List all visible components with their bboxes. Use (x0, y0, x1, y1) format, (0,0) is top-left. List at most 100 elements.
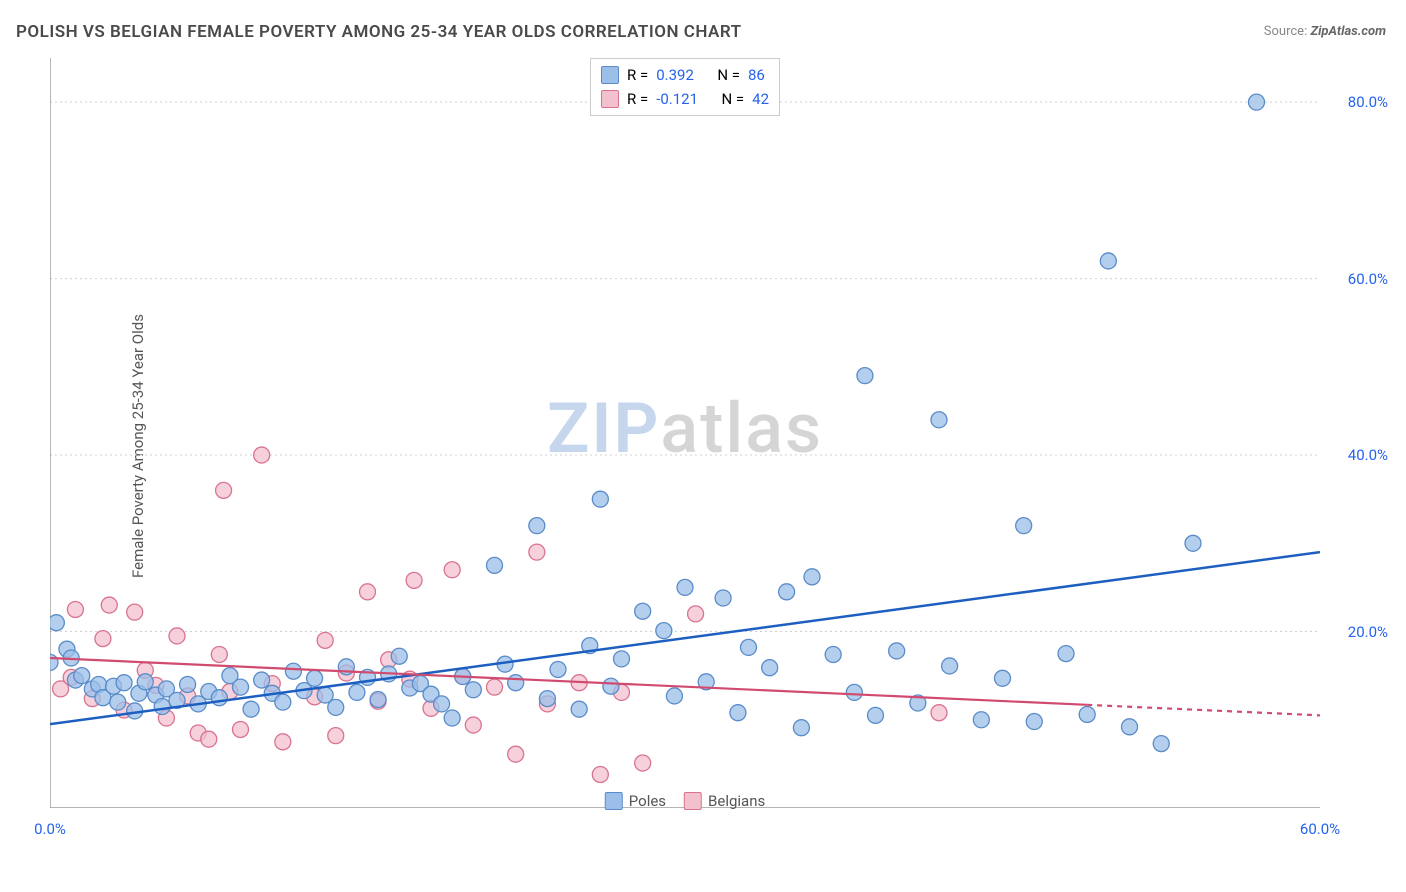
point-belgians (101, 597, 117, 613)
stats-legend: R = 0.392 N = 86 R = -0.121 N = 42 (590, 58, 780, 116)
point-poles (1079, 706, 1095, 722)
point-poles (995, 670, 1011, 686)
trendline-poles (50, 552, 1320, 724)
point-poles (762, 660, 778, 676)
xtick-60: 60.0% (1300, 820, 1340, 838)
ytick-20: 20.0% (1348, 623, 1388, 641)
point-belgians (508, 746, 524, 762)
point-belgians (592, 766, 608, 782)
point-poles (857, 368, 873, 384)
trendline-belgians-extrap (1087, 705, 1320, 716)
point-belgians (211, 646, 227, 662)
point-belgians (931, 705, 947, 721)
point-belgians (487, 679, 503, 695)
legend-label-belgians: Belgians (708, 792, 765, 810)
point-belgians (444, 562, 460, 578)
swatch-poles (601, 66, 619, 84)
xtick-0: 0.0% (34, 820, 66, 838)
point-belgians (216, 482, 232, 498)
scatter-svg (50, 58, 1320, 808)
point-poles (942, 658, 958, 674)
legend-swatch-belgians (684, 792, 702, 810)
point-poles (539, 691, 555, 707)
point-poles (285, 663, 301, 679)
point-belgians (233, 721, 249, 737)
legend-item-poles: Poles (605, 792, 666, 810)
point-poles (677, 579, 693, 595)
chart-title: POLISH VS BELGIAN FEMALE POVERTY AMONG 2… (16, 22, 742, 42)
point-poles (550, 661, 566, 677)
point-poles (730, 705, 746, 721)
point-belgians (529, 544, 545, 560)
point-belgians (254, 447, 270, 463)
point-poles (275, 694, 291, 710)
plot-area: ZIPatlas R = 0.392 N = 86 R = -0.121 N =… (50, 58, 1320, 808)
point-poles (1249, 94, 1265, 110)
point-poles (804, 569, 820, 585)
point-belgians (406, 572, 422, 588)
point-poles (487, 557, 503, 573)
point-poles (825, 646, 841, 662)
point-poles (50, 615, 64, 631)
point-poles (973, 712, 989, 728)
point-poles (741, 639, 757, 655)
point-belgians (127, 604, 143, 620)
r-value-poles: 0.392 (656, 63, 694, 87)
point-poles (254, 672, 270, 688)
stats-row-belgians: R = -0.121 N = 42 (601, 87, 769, 111)
point-poles (1153, 736, 1169, 752)
point-poles (116, 675, 132, 691)
point-poles (868, 707, 884, 723)
point-belgians (169, 628, 185, 644)
swatch-belgians (601, 90, 619, 108)
point-belgians (465, 717, 481, 733)
point-poles (1100, 253, 1116, 269)
legend-label-poles: Poles (629, 792, 666, 810)
point-poles (1016, 518, 1032, 534)
point-belgians (688, 606, 704, 622)
point-poles (666, 688, 682, 704)
point-poles (137, 674, 153, 690)
point-poles (779, 584, 795, 600)
point-poles (465, 682, 481, 698)
point-poles (180, 676, 196, 692)
r-label-poles: R = (627, 63, 648, 87)
n-value-poles: 86 (748, 63, 765, 87)
point-poles (715, 590, 731, 606)
point-poles (370, 691, 386, 707)
source-prefix: Source: (1264, 24, 1311, 39)
point-poles (50, 654, 58, 670)
point-poles (349, 684, 365, 700)
source-name: ZipAtlas.com (1310, 24, 1386, 39)
n-label-poles: N = (717, 63, 740, 87)
point-poles (846, 684, 862, 700)
point-poles (1058, 646, 1074, 662)
point-poles (307, 670, 323, 686)
point-poles (889, 643, 905, 659)
point-poles (110, 694, 126, 710)
point-belgians (317, 632, 333, 648)
point-poles (211, 690, 227, 706)
series-legend: Poles Belgians (605, 792, 765, 810)
point-poles (391, 648, 407, 664)
point-poles (614, 651, 630, 667)
point-poles (793, 720, 809, 736)
point-belgians (328, 728, 344, 744)
point-poles (1185, 535, 1201, 551)
point-poles (154, 699, 170, 715)
point-poles (529, 518, 545, 534)
point-poles (74, 668, 90, 684)
n-value-belgians: 42 (752, 87, 769, 111)
ytick-60: 60.0% (1348, 270, 1388, 288)
point-poles (931, 412, 947, 428)
legend-swatch-poles (605, 792, 623, 810)
r-value-belgians: -0.121 (656, 87, 698, 111)
point-belgians (275, 734, 291, 750)
point-poles (243, 701, 259, 717)
point-poles (508, 675, 524, 691)
point-belgians (360, 584, 376, 600)
point-belgians (201, 731, 217, 747)
point-poles (1026, 714, 1042, 730)
point-poles (444, 710, 460, 726)
point-belgians (635, 755, 651, 771)
